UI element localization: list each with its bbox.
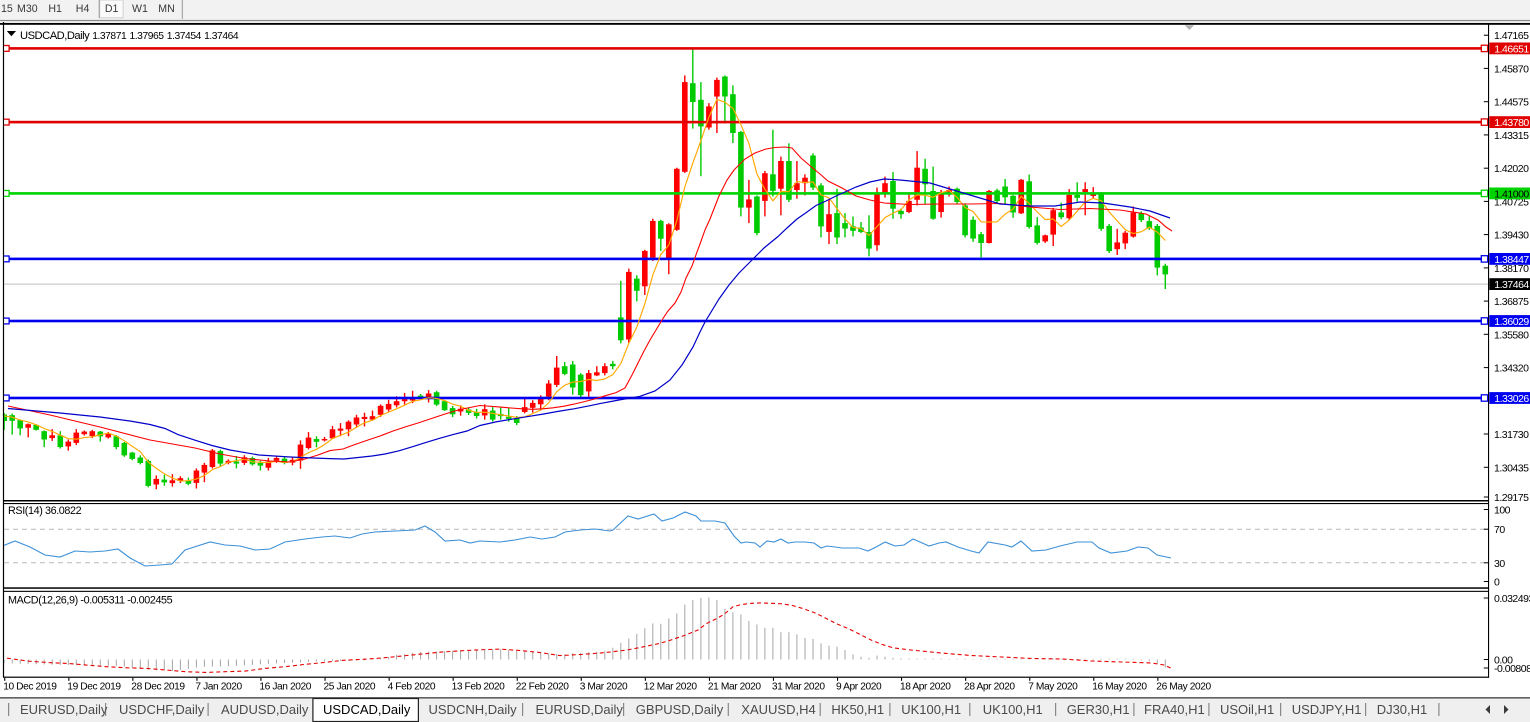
svg-text:FRA40,H1: FRA40,H1 [1144, 702, 1205, 717]
svg-text:1.33026: 1.33026 [1494, 393, 1529, 405]
svg-text:USOil,H1: USOil,H1 [1220, 702, 1274, 717]
svg-text:1.43780: 1.43780 [1494, 117, 1529, 129]
svg-text:12 Mar 2020: 12 Mar 2020 [644, 681, 698, 692]
svg-text:1.37965: 1.37965 [130, 31, 165, 42]
svg-text:UK100,H1: UK100,H1 [983, 702, 1043, 717]
svg-text:1.44575: 1.44575 [1494, 97, 1529, 109]
svg-text:1.37871: 1.37871 [92, 31, 127, 42]
svg-text:W1: W1 [132, 3, 148, 15]
svg-text:GBPUSD,Daily: GBPUSD,Daily [636, 702, 724, 717]
svg-text:26 May 2020: 26 May 2020 [1156, 681, 1211, 692]
svg-text:30: 30 [1494, 558, 1505, 570]
svg-text:USDCAD,Daily: USDCAD,Daily [323, 702, 411, 717]
svg-text:1.45870: 1.45870 [1494, 63, 1529, 75]
svg-text:19 Dec 2019: 19 Dec 2019 [67, 681, 121, 692]
svg-text:1.36029: 1.36029 [1494, 316, 1529, 328]
svg-text:1.36875: 1.36875 [1494, 296, 1529, 308]
svg-text:28 Dec 2019: 28 Dec 2019 [131, 681, 185, 692]
svg-text:3 Mar 2020: 3 Mar 2020 [580, 681, 628, 692]
svg-text:MN: MN [158, 3, 174, 15]
svg-text:H1: H1 [48, 3, 62, 15]
svg-text:1.29175: 1.29175 [1494, 492, 1529, 504]
svg-text:AUDUSD,Daily: AUDUSD,Daily [221, 702, 309, 717]
svg-text:1.47165: 1.47165 [1494, 30, 1529, 42]
svg-text:USDCNH,Daily: USDCNH,Daily [429, 702, 518, 717]
svg-text:1.38170: 1.38170 [1494, 263, 1529, 275]
svg-text:7 May 2020: 7 May 2020 [1028, 681, 1078, 692]
svg-text:0.00: 0.00 [1494, 655, 1513, 667]
svg-text:USDCAD,Daily: USDCAD,Daily [20, 30, 90, 42]
svg-text:1.40725: 1.40725 [1494, 196, 1529, 208]
svg-text:9 Apr 2020: 9 Apr 2020 [836, 681, 882, 692]
svg-text:28 Apr 2020: 28 Apr 2020 [964, 681, 1015, 692]
svg-text:EURUSD,Daily: EURUSD,Daily [536, 702, 624, 717]
svg-text:21 Mar 2020: 21 Mar 2020 [708, 681, 762, 692]
svg-text:XAUUSD,H4: XAUUSD,H4 [741, 702, 815, 717]
svg-text:1.39430: 1.39430 [1494, 230, 1529, 242]
svg-text:16 Jan 2020: 16 Jan 2020 [259, 681, 311, 692]
svg-text:1.43315: 1.43315 [1494, 130, 1529, 142]
svg-text:25 Jan 2020: 25 Jan 2020 [324, 681, 376, 692]
svg-text:22 Feb 2020: 22 Feb 2020 [516, 681, 570, 692]
svg-text:1.37464: 1.37464 [204, 31, 239, 42]
svg-text:MACD(12,26,9) -0.005311 -0.002: MACD(12,26,9) -0.005311 -0.002455 [8, 595, 173, 607]
svg-text:0.032493: 0.032493 [1494, 593, 1530, 605]
svg-text:DJ30,H1: DJ30,H1 [1377, 702, 1428, 717]
svg-text:1.46651: 1.46651 [1494, 43, 1529, 55]
svg-text:70: 70 [1494, 524, 1505, 536]
svg-text:18 Apr 2020: 18 Apr 2020 [900, 681, 951, 692]
svg-text:31 Mar 2020: 31 Mar 2020 [772, 681, 826, 692]
svg-text:M30: M30 [17, 3, 38, 15]
svg-text:1.34320: 1.34320 [1494, 363, 1529, 375]
svg-text:15: 15 [1, 3, 13, 15]
svg-text:USDJPY,H1: USDJPY,H1 [1292, 702, 1362, 717]
svg-text:16 May 2020: 16 May 2020 [1092, 681, 1147, 692]
svg-text:1.37454: 1.37454 [167, 31, 202, 42]
svg-text:RSI(14) 36.0822: RSI(14) 36.0822 [8, 505, 82, 517]
svg-text:1.31730: 1.31730 [1494, 429, 1529, 441]
svg-text:GER30,H1: GER30,H1 [1067, 702, 1130, 717]
svg-text:1.42020: 1.42020 [1494, 163, 1529, 175]
svg-text:100: 100 [1494, 505, 1511, 517]
svg-text:7 Jan 2020: 7 Jan 2020 [195, 681, 242, 692]
svg-text:13 Feb 2020: 13 Feb 2020 [452, 681, 506, 692]
svg-text:1.30435: 1.30435 [1494, 462, 1529, 474]
svg-text:-0.008086: -0.008086 [1494, 663, 1530, 675]
svg-text:1.35580: 1.35580 [1494, 329, 1529, 341]
svg-text:0: 0 [1494, 577, 1500, 589]
svg-text:1.41000: 1.41000 [1494, 188, 1529, 200]
svg-text:EURUSD,Daily: EURUSD,Daily [20, 702, 108, 717]
svg-text:HK50,H1: HK50,H1 [831, 702, 884, 717]
svg-text:D1: D1 [105, 3, 119, 15]
svg-text:UK100,H1: UK100,H1 [901, 702, 961, 717]
svg-text:4 Feb 2020: 4 Feb 2020 [388, 681, 436, 692]
svg-text:USDCHF,Daily: USDCHF,Daily [119, 702, 205, 717]
svg-text:1.37464: 1.37464 [1494, 279, 1529, 291]
svg-text:H4: H4 [76, 3, 90, 15]
svg-text:10 Dec 2019: 10 Dec 2019 [3, 681, 57, 692]
svg-text:1.38447: 1.38447 [1494, 254, 1529, 266]
